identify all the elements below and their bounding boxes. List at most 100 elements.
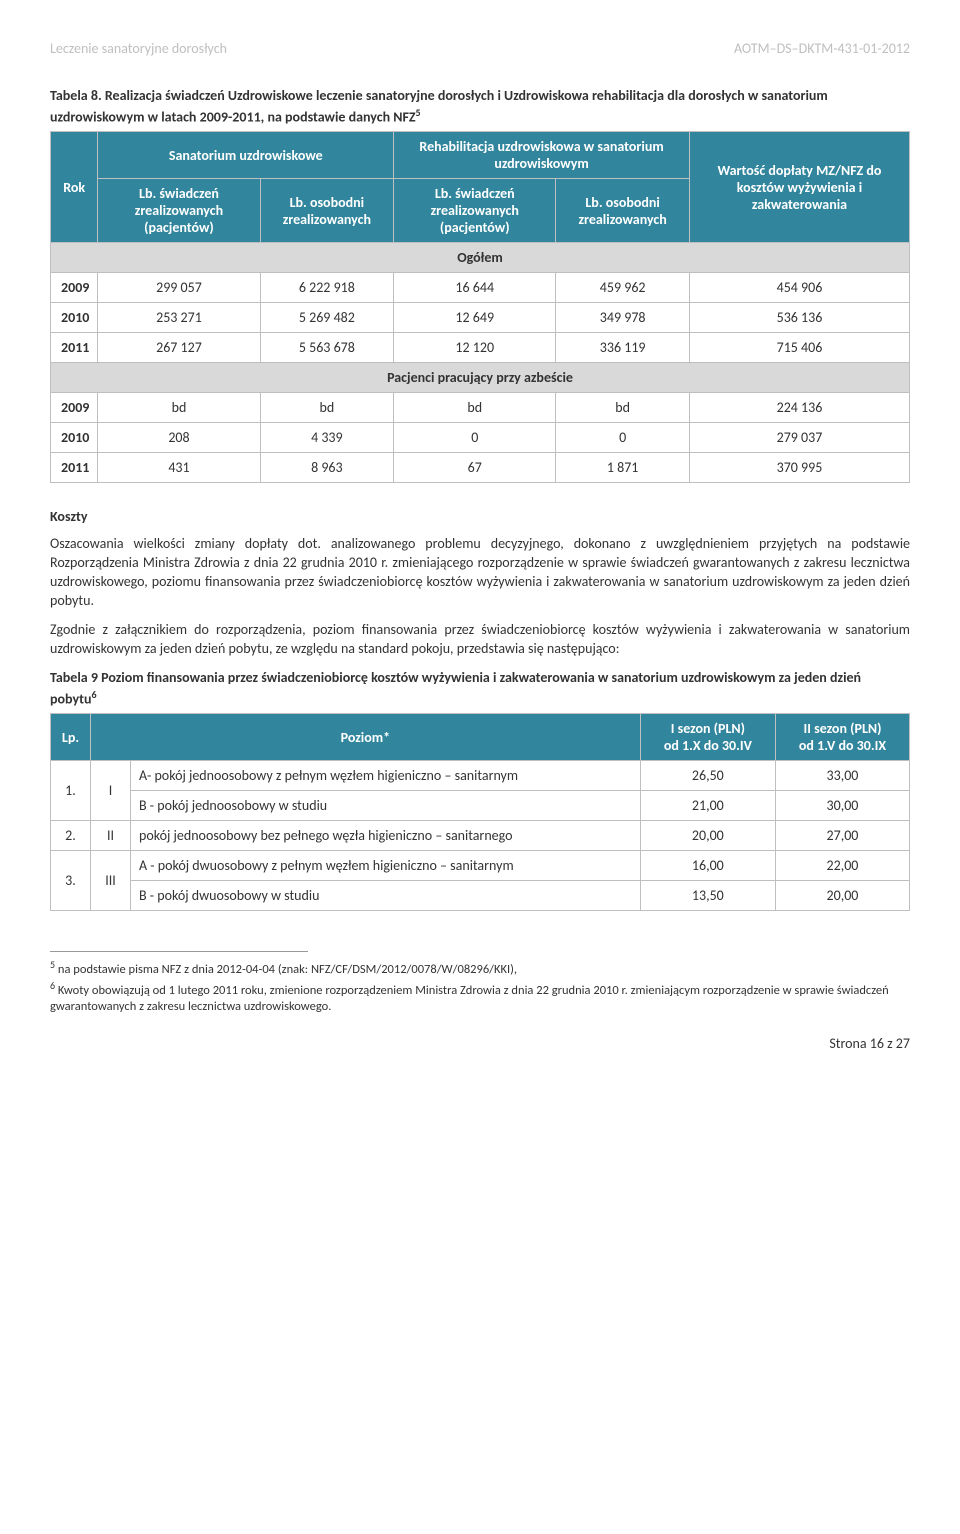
table-row: 3.IIIA - pokój dwuosobowy z pełnym węzłe… (51, 851, 910, 881)
th-group1: Sanatorium uzdrowiskowe (98, 132, 394, 179)
table-row: 20114318 963671 871370 995 (51, 453, 910, 483)
table2-caption: Tabela 9 Poziom finansowania przez świad… (50, 669, 910, 709)
roman-cell: I (91, 761, 131, 821)
year-cell: 2011 (51, 333, 98, 363)
th2-s1a: I sezon (PLN) (649, 720, 767, 737)
th2-lp: Lp. (51, 714, 91, 761)
lp-cell: 2. (51, 821, 91, 851)
table2-caption-text: Tabela 9 Poziom finansowania przez świad… (50, 669, 861, 708)
value-cell: 33,00 (775, 761, 909, 791)
th-g1c2: Lb. osobodni zrealizowanych (260, 179, 394, 243)
th-group2: Rehabilitacja uzdrowiskowa w sanatorium … (394, 132, 690, 179)
value-cell: 20,00 (640, 821, 775, 851)
footnotes: 5 na podstawie pisma NFZ z dnia 2012-04-… (50, 958, 910, 1015)
table-row: B - pokój dwuosobowy w studiu13,5020,00 (51, 881, 910, 911)
page-header: Leczenie sanatoryjne dorosłych AOTM–DS–D… (50, 40, 910, 57)
data-cell: 253 271 (98, 303, 260, 333)
data-cell: bd (260, 393, 394, 423)
th-g2c2: Lb. osobodni zrealizowanych (556, 179, 690, 243)
data-cell: 16 644 (394, 273, 556, 303)
year-cell: 2010 (51, 303, 98, 333)
footnote-6-text: Kwoty obowiązują od 1 lutego 2011 roku, … (50, 983, 889, 1014)
data-cell: 12 120 (394, 333, 556, 363)
data-cell: 4 339 (260, 423, 394, 453)
table1-caption: Tabela 8. Realizacja świadczeń Uzdrowisk… (50, 87, 910, 127)
data-cell: 715 406 (689, 333, 909, 363)
data-cell: bd (394, 393, 556, 423)
th2-poziom: Poziom* (91, 714, 641, 761)
table-row: 20102084 33900279 037 (51, 423, 910, 453)
value-cell: 27,00 (775, 821, 909, 851)
data-cell: 224 136 (689, 393, 909, 423)
th-last: Wartość dopłaty MZ/NFZ do kosztów wyżywi… (689, 132, 909, 243)
data-cell: 536 136 (689, 303, 909, 333)
th2-s2: II sezon (PLN) od 1.V do 30.IX (775, 714, 909, 761)
desc-cell: pokój jednoosobowy bez pełnego węzła hig… (131, 821, 641, 851)
data-cell: 370 995 (689, 453, 909, 483)
table2-caption-sup: 6 (92, 688, 97, 701)
data-cell: 6 222 918 (260, 273, 394, 303)
data-cell: 8 963 (260, 453, 394, 483)
year-cell: 2010 (51, 423, 98, 453)
value-cell: 16,00 (640, 851, 775, 881)
data-cell: bd (98, 393, 260, 423)
koszty-p1: Oszacowania wielkości zmiany dopłaty dot… (50, 535, 910, 611)
roman-cell: II (91, 821, 131, 851)
data-cell: 299 057 (98, 273, 260, 303)
data-cell: 267 127 (98, 333, 260, 363)
section-label: Pacjenci pracujący przy azbeście (51, 363, 910, 393)
value-cell: 22,00 (775, 851, 909, 881)
data-cell: 5 563 678 (260, 333, 394, 363)
lp-cell: 1. (51, 761, 91, 821)
data-cell: 5 269 482 (260, 303, 394, 333)
table1: Rok Sanatorium uzdrowiskowe Rehabilitacj… (50, 131, 910, 483)
value-cell: 26,50 (640, 761, 775, 791)
th-g1c1: Lb. świadczeń zrealizowanych (pacjentów) (98, 179, 260, 243)
table-row: B - pokój jednoosobowy w studiu21,0030,0… (51, 791, 910, 821)
table1-caption-text: Tabela 8. Realizacja świadczeń Uzdrowisk… (50, 87, 828, 126)
lp-cell: 3. (51, 851, 91, 911)
th2-s1: I sezon (PLN) od 1.X do 30.IV (640, 714, 775, 761)
desc-cell: A - pokój dwuosobowy z pełnym węzłem hig… (131, 851, 641, 881)
table1-caption-sup: 5 (416, 106, 421, 119)
koszty-p2: Zgodnie z załącznikiem do rozporządzenia… (50, 621, 910, 659)
table-row: 2010253 2715 269 48212 649349 978536 136 (51, 303, 910, 333)
header-right: AOTM–DS–DKTM-431-01-2012 (734, 40, 910, 57)
value-cell: 13,50 (640, 881, 775, 911)
year-cell: 2011 (51, 453, 98, 483)
value-cell: 30,00 (775, 791, 909, 821)
data-cell: 67 (394, 453, 556, 483)
table2: Lp. Poziom* I sezon (PLN) od 1.X do 30.I… (50, 713, 910, 911)
footnote-5-text: na podstawie pisma NFZ z dnia 2012-04-04… (58, 962, 517, 977)
section-row: Ogółem (51, 243, 910, 273)
table-row: 2009bdbdbdbd224 136 (51, 393, 910, 423)
data-cell: bd (556, 393, 690, 423)
header-left: Leczenie sanatoryjne dorosłych (50, 40, 227, 57)
table-row: 1.IA- pokój jednoosobowy z pełnym węzłem… (51, 761, 910, 791)
th2-s1b: od 1.X do 30.IV (649, 737, 767, 754)
table-row: 2009299 0576 222 91816 644459 962454 906 (51, 273, 910, 303)
roman-cell: III (91, 851, 131, 911)
data-cell: 349 978 (556, 303, 690, 333)
th2-s2b: od 1.V do 30.IX (784, 737, 901, 754)
data-cell: 0 (556, 423, 690, 453)
page-footer: Strona 16 z 27 (50, 1035, 910, 1052)
data-cell: 454 906 (689, 273, 909, 303)
data-cell: 431 (98, 453, 260, 483)
value-cell: 21,00 (640, 791, 775, 821)
data-cell: 459 962 (556, 273, 690, 303)
th-g2c1: Lb. świadczeń zrealizowanych (pacjentów) (394, 179, 556, 243)
footnote-5: 5 na podstawie pisma NFZ z dnia 2012-04-… (50, 958, 910, 978)
table-row: 2011267 1275 563 67812 120336 119715 406 (51, 333, 910, 363)
value-cell: 20,00 (775, 881, 909, 911)
desc-cell: A- pokój jednoosobowy z pełnym węzłem hi… (131, 761, 641, 791)
data-cell: 12 649 (394, 303, 556, 333)
desc-cell: B - pokój jednoosobowy w studiu (131, 791, 641, 821)
desc-cell: B - pokój dwuosobowy w studiu (131, 881, 641, 911)
year-cell: 2009 (51, 273, 98, 303)
section-row: Pacjenci pracujący przy azbeście (51, 363, 910, 393)
data-cell: 279 037 (689, 423, 909, 453)
data-cell: 336 119 (556, 333, 690, 363)
th-rok: Rok (51, 132, 98, 243)
footnote-6: 6 Kwoty obowiązują od 1 lutego 2011 roku… (50, 979, 910, 1016)
